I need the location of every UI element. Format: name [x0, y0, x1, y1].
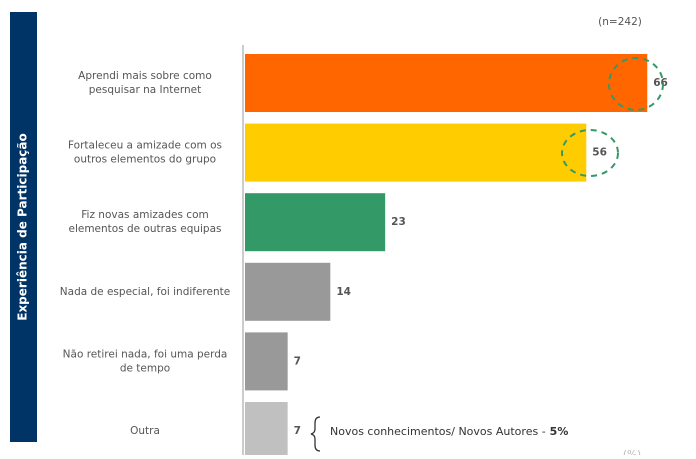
- category-label: Fiz novas amizades com: [81, 209, 208, 221]
- bar: [245, 54, 648, 112]
- highlight-circle: [608, 57, 664, 111]
- value-label: 56: [592, 147, 607, 159]
- brace: [310, 416, 321, 452]
- unit-note: (%): [623, 449, 641, 455]
- category-label: Outra: [130, 425, 160, 437]
- bars: 66 56 23 14 7 7: [245, 54, 668, 459]
- axis-title-band: [10, 12, 37, 442]
- value-label: 14: [336, 286, 351, 298]
- annotation-text: Novos conhecimentos/ Novos Autores -: [330, 425, 546, 438]
- annotation-emphasis: 5%: [550, 425, 569, 438]
- value-label: 7: [294, 355, 301, 367]
- bar: [245, 123, 587, 182]
- bar: [245, 193, 386, 252]
- category-label: outros elementos do grupo: [74, 154, 216, 166]
- category-label: Aprendi mais sobre como: [78, 70, 212, 82]
- highlight-circle: [561, 129, 619, 177]
- category-label: Fortaleceu a amizade com os: [68, 140, 222, 152]
- value-label: 66: [653, 77, 668, 89]
- bar: [245, 262, 331, 321]
- annotation: Novos conhecimentos/ Novos Autores - 5%: [330, 425, 568, 438]
- category-label: Não retirei nada, foi uma perda: [63, 348, 228, 360]
- value-label: 7: [294, 425, 301, 437]
- category-label: pesquisar na Internet: [89, 84, 202, 96]
- axis-title: Experiência de Participação: [16, 133, 30, 321]
- sample-note: (n=242): [598, 16, 642, 28]
- value-label: 23: [391, 216, 406, 228]
- bar: [245, 332, 288, 391]
- bar: [245, 402, 288, 459]
- category-label: Nada de especial, foi indiferente: [60, 286, 230, 298]
- category-label: de tempo: [120, 362, 170, 374]
- category-label: elementos de outras equipas: [68, 223, 221, 235]
